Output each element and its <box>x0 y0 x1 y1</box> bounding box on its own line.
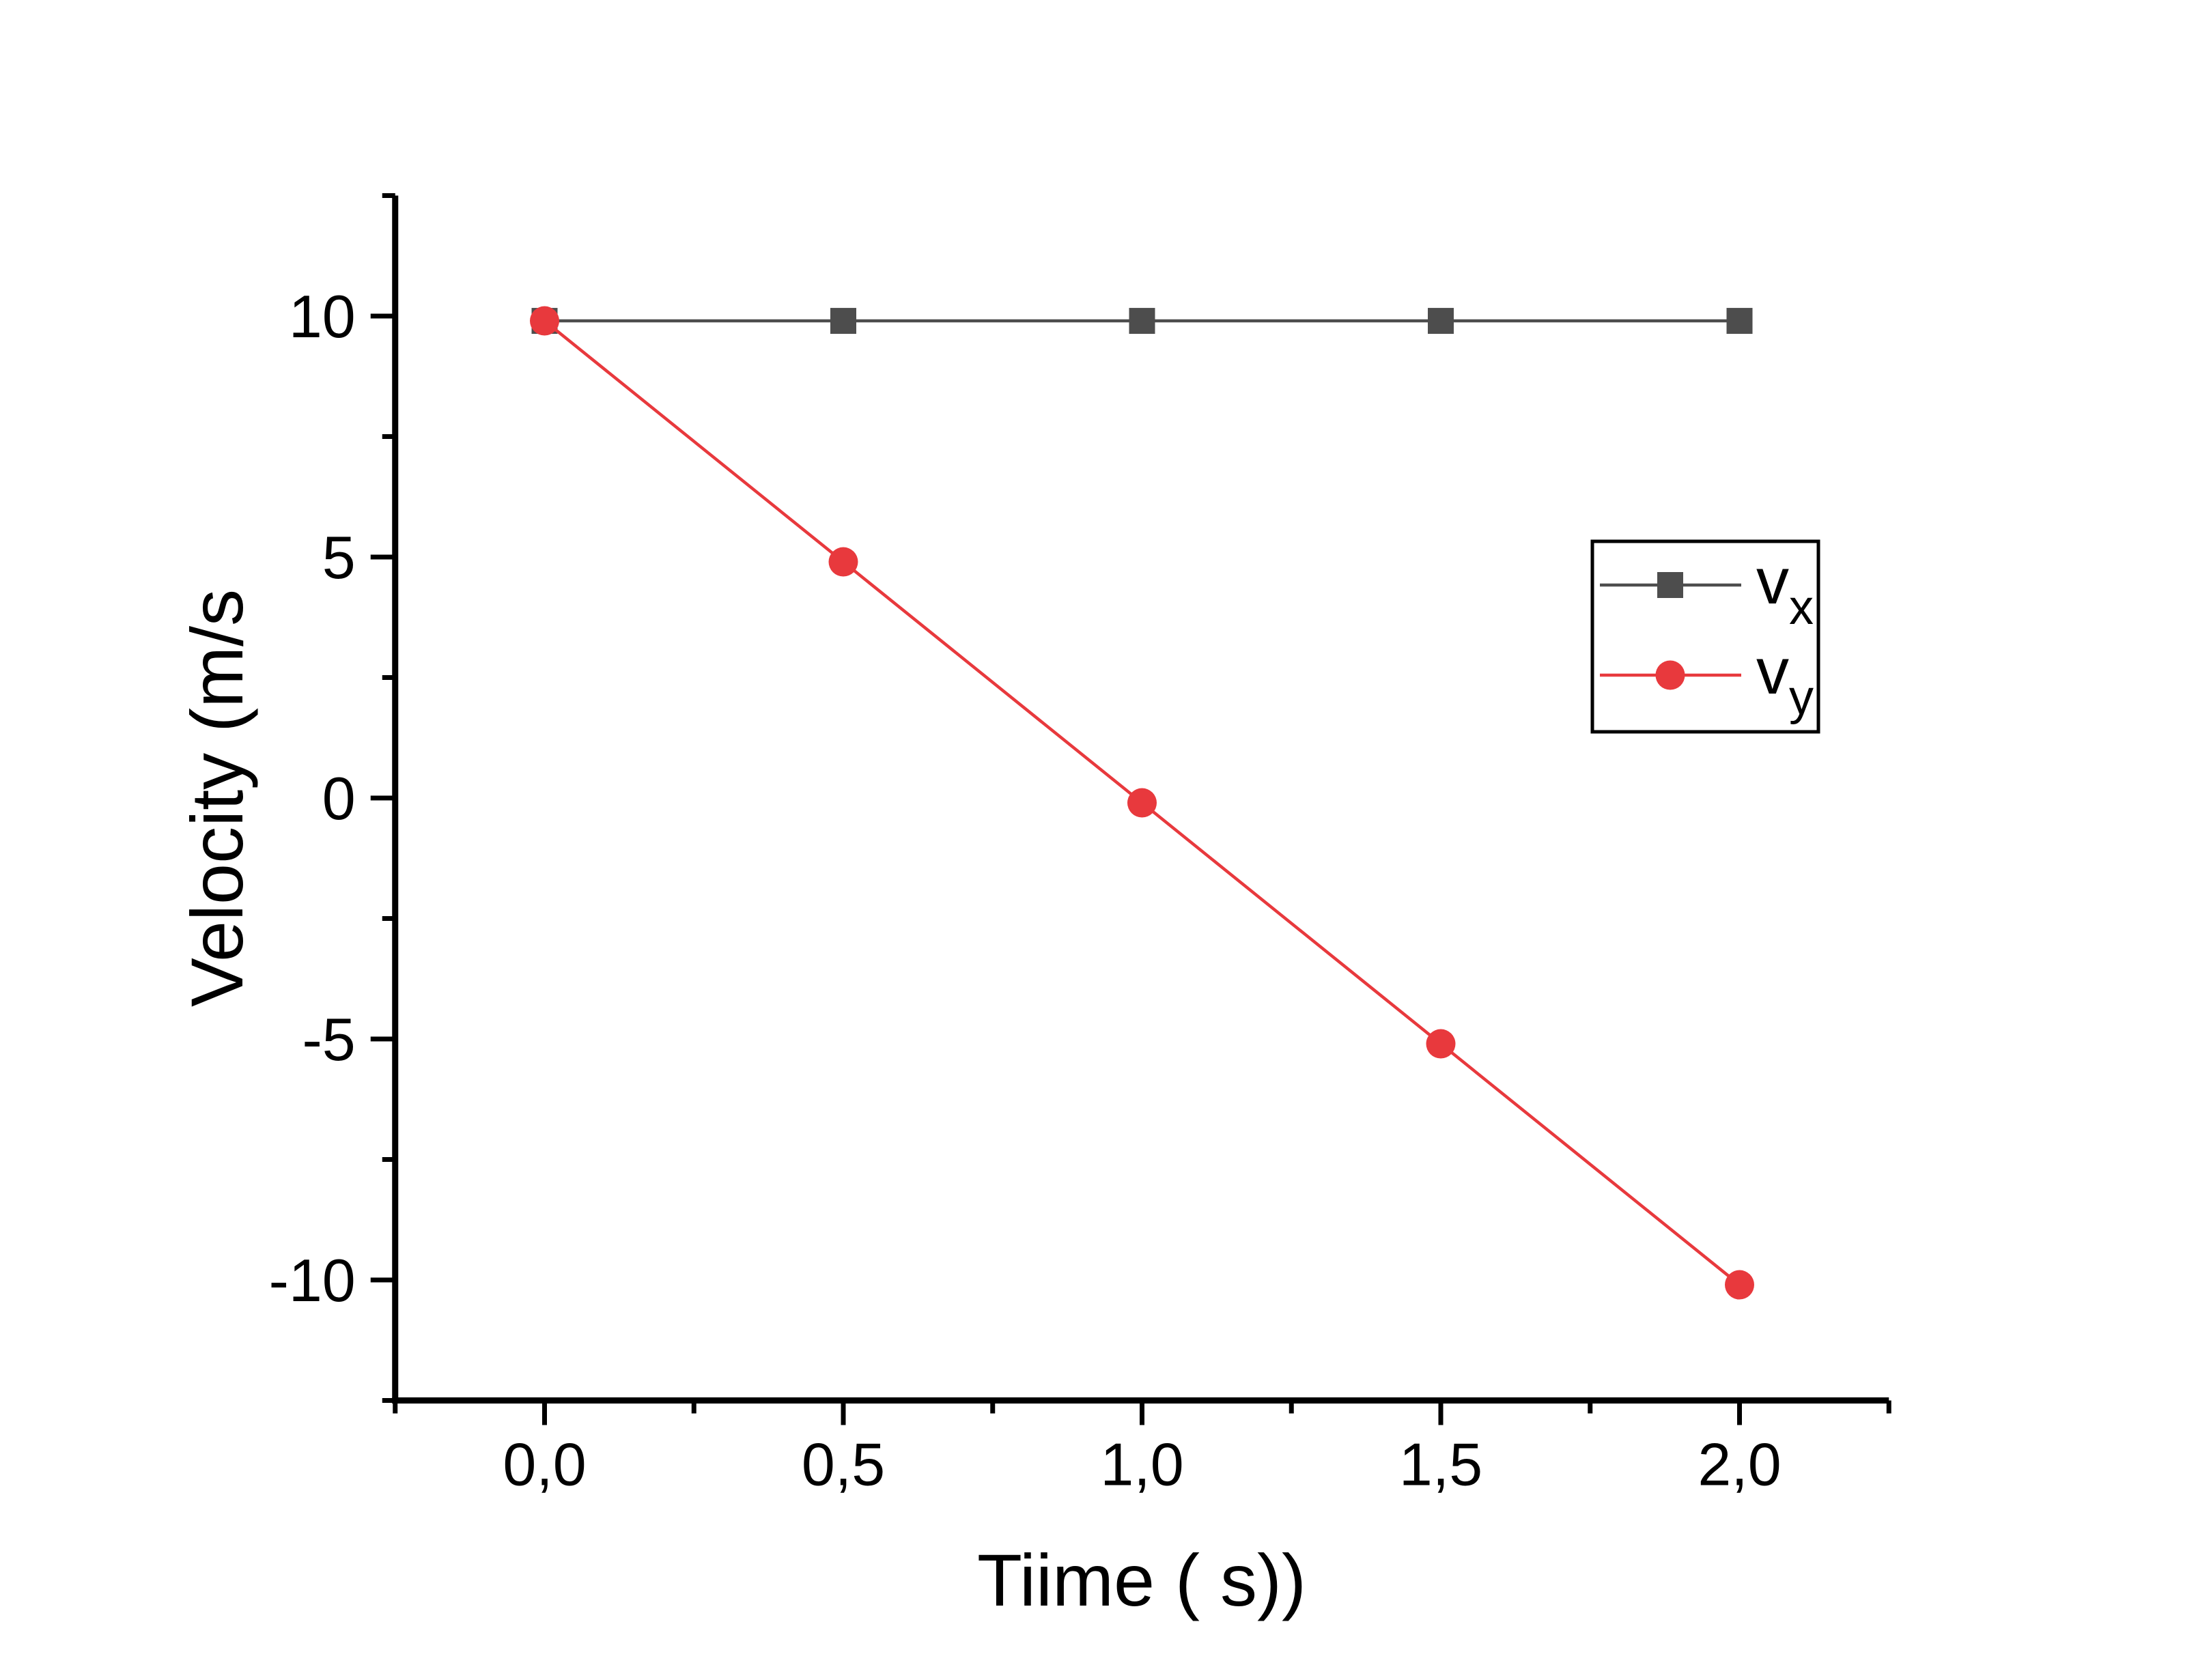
y-tick-label: -10 <box>269 1247 356 1314</box>
x-tick-label: 1,5 <box>1399 1431 1482 1498</box>
y-tick-label: 0 <box>322 765 356 832</box>
y-tick-label: 5 <box>322 524 356 591</box>
vy-legend-label: vy <box>1756 635 1814 725</box>
vx-point-marker <box>1726 308 1753 334</box>
y-tick-label: 10 <box>289 283 356 350</box>
x-tick-label: 2,0 <box>1698 1431 1781 1498</box>
y-tick-label: -5 <box>302 1006 356 1073</box>
vx-point-marker <box>1428 308 1454 334</box>
x-tick-label: 0,5 <box>802 1431 885 1498</box>
series-vy <box>530 306 1754 1300</box>
vy-point-marker <box>530 306 559 336</box>
x-axis-title: Tiime ( s)) <box>977 1539 1306 1621</box>
legend-box <box>1590 539 1820 734</box>
vx-point-marker <box>830 308 856 334</box>
vy-point-marker <box>1426 1029 1456 1059</box>
vy-point-marker <box>828 547 858 577</box>
axes: 0,0 0,5 1,0 1,5 2,0 10 5 0 -5 -10 <box>269 193 1891 1498</box>
vx-legend-label: vx <box>1756 545 1814 635</box>
x-tick-label: 0,0 <box>503 1431 586 1498</box>
series <box>530 306 1754 1300</box>
vy-point-marker <box>1127 788 1157 818</box>
vy-legend-marker <box>1655 660 1685 690</box>
vy-point-marker <box>1725 1270 1754 1300</box>
x-tick-label: 1,0 <box>1100 1431 1183 1498</box>
y-axis-title: Velocity (m/s <box>175 589 258 1007</box>
legend-item-vx: vx <box>1600 545 1814 635</box>
series-vx <box>531 308 1753 334</box>
vx-point-marker <box>1129 308 1155 334</box>
vx-legend-marker <box>1657 572 1683 598</box>
legend-item-vy: vy <box>1600 635 1814 725</box>
